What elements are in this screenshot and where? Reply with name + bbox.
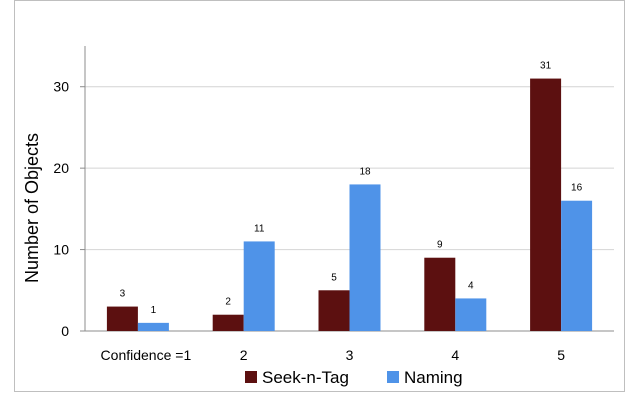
bar-seek-n-tag-2 <box>212 314 244 331</box>
gridlines <box>80 46 614 332</box>
x-tick-label: 3 <box>346 347 354 363</box>
legend-swatch-naming <box>387 371 399 383</box>
bar-naming-3 <box>349 184 381 331</box>
y-axis-ticks: 0 10 20 30 <box>53 79 69 339</box>
bar-naming-4 <box>455 298 487 331</box>
bar-naming-2 <box>243 241 275 331</box>
y-tick-label: 0 <box>61 323 69 339</box>
y-tick-label: 30 <box>53 79 69 95</box>
data-label: 11 <box>254 223 265 234</box>
data-label: 16 <box>571 183 583 194</box>
bar-naming-5 <box>561 200 593 331</box>
x-tick-label: 2 <box>240 347 248 363</box>
data-label: 3 <box>120 289 126 300</box>
data-label: 31 <box>540 61 552 72</box>
x-axis-ticks: Confidence =1 2 3 4 5 <box>101 347 566 363</box>
data-label: 9 <box>437 240 443 251</box>
data-label: 1 <box>151 305 157 316</box>
x-tick-label: 5 <box>557 347 565 363</box>
y-tick-label: 10 <box>53 242 69 258</box>
bar-naming-1 <box>137 322 169 331</box>
y-tick-label: 20 <box>53 160 69 176</box>
data-label: 5 <box>331 272 337 283</box>
legend: Seek-n-Tag Naming <box>245 368 463 387</box>
x-tick-label: Confidence =1 <box>101 347 192 363</box>
bar-seek-n-tag-3 <box>318 290 350 331</box>
legend-label-seek-n-tag: Seek-n-Tag <box>262 368 349 387</box>
y-axis-label: Number of Objects <box>22 133 42 283</box>
bar-seek-n-tag-5 <box>530 78 562 331</box>
data-label: 18 <box>359 166 371 177</box>
legend-label-naming: Naming <box>404 368 463 387</box>
bar-seek-n-tag-1 <box>106 306 138 331</box>
data-label: 4 <box>468 280 474 291</box>
x-tick-label: 4 <box>451 347 459 363</box>
legend-swatch-seek-n-tag <box>245 371 257 383</box>
data-label: 2 <box>225 297 231 308</box>
bar-seek-n-tag-4 <box>424 257 456 331</box>
